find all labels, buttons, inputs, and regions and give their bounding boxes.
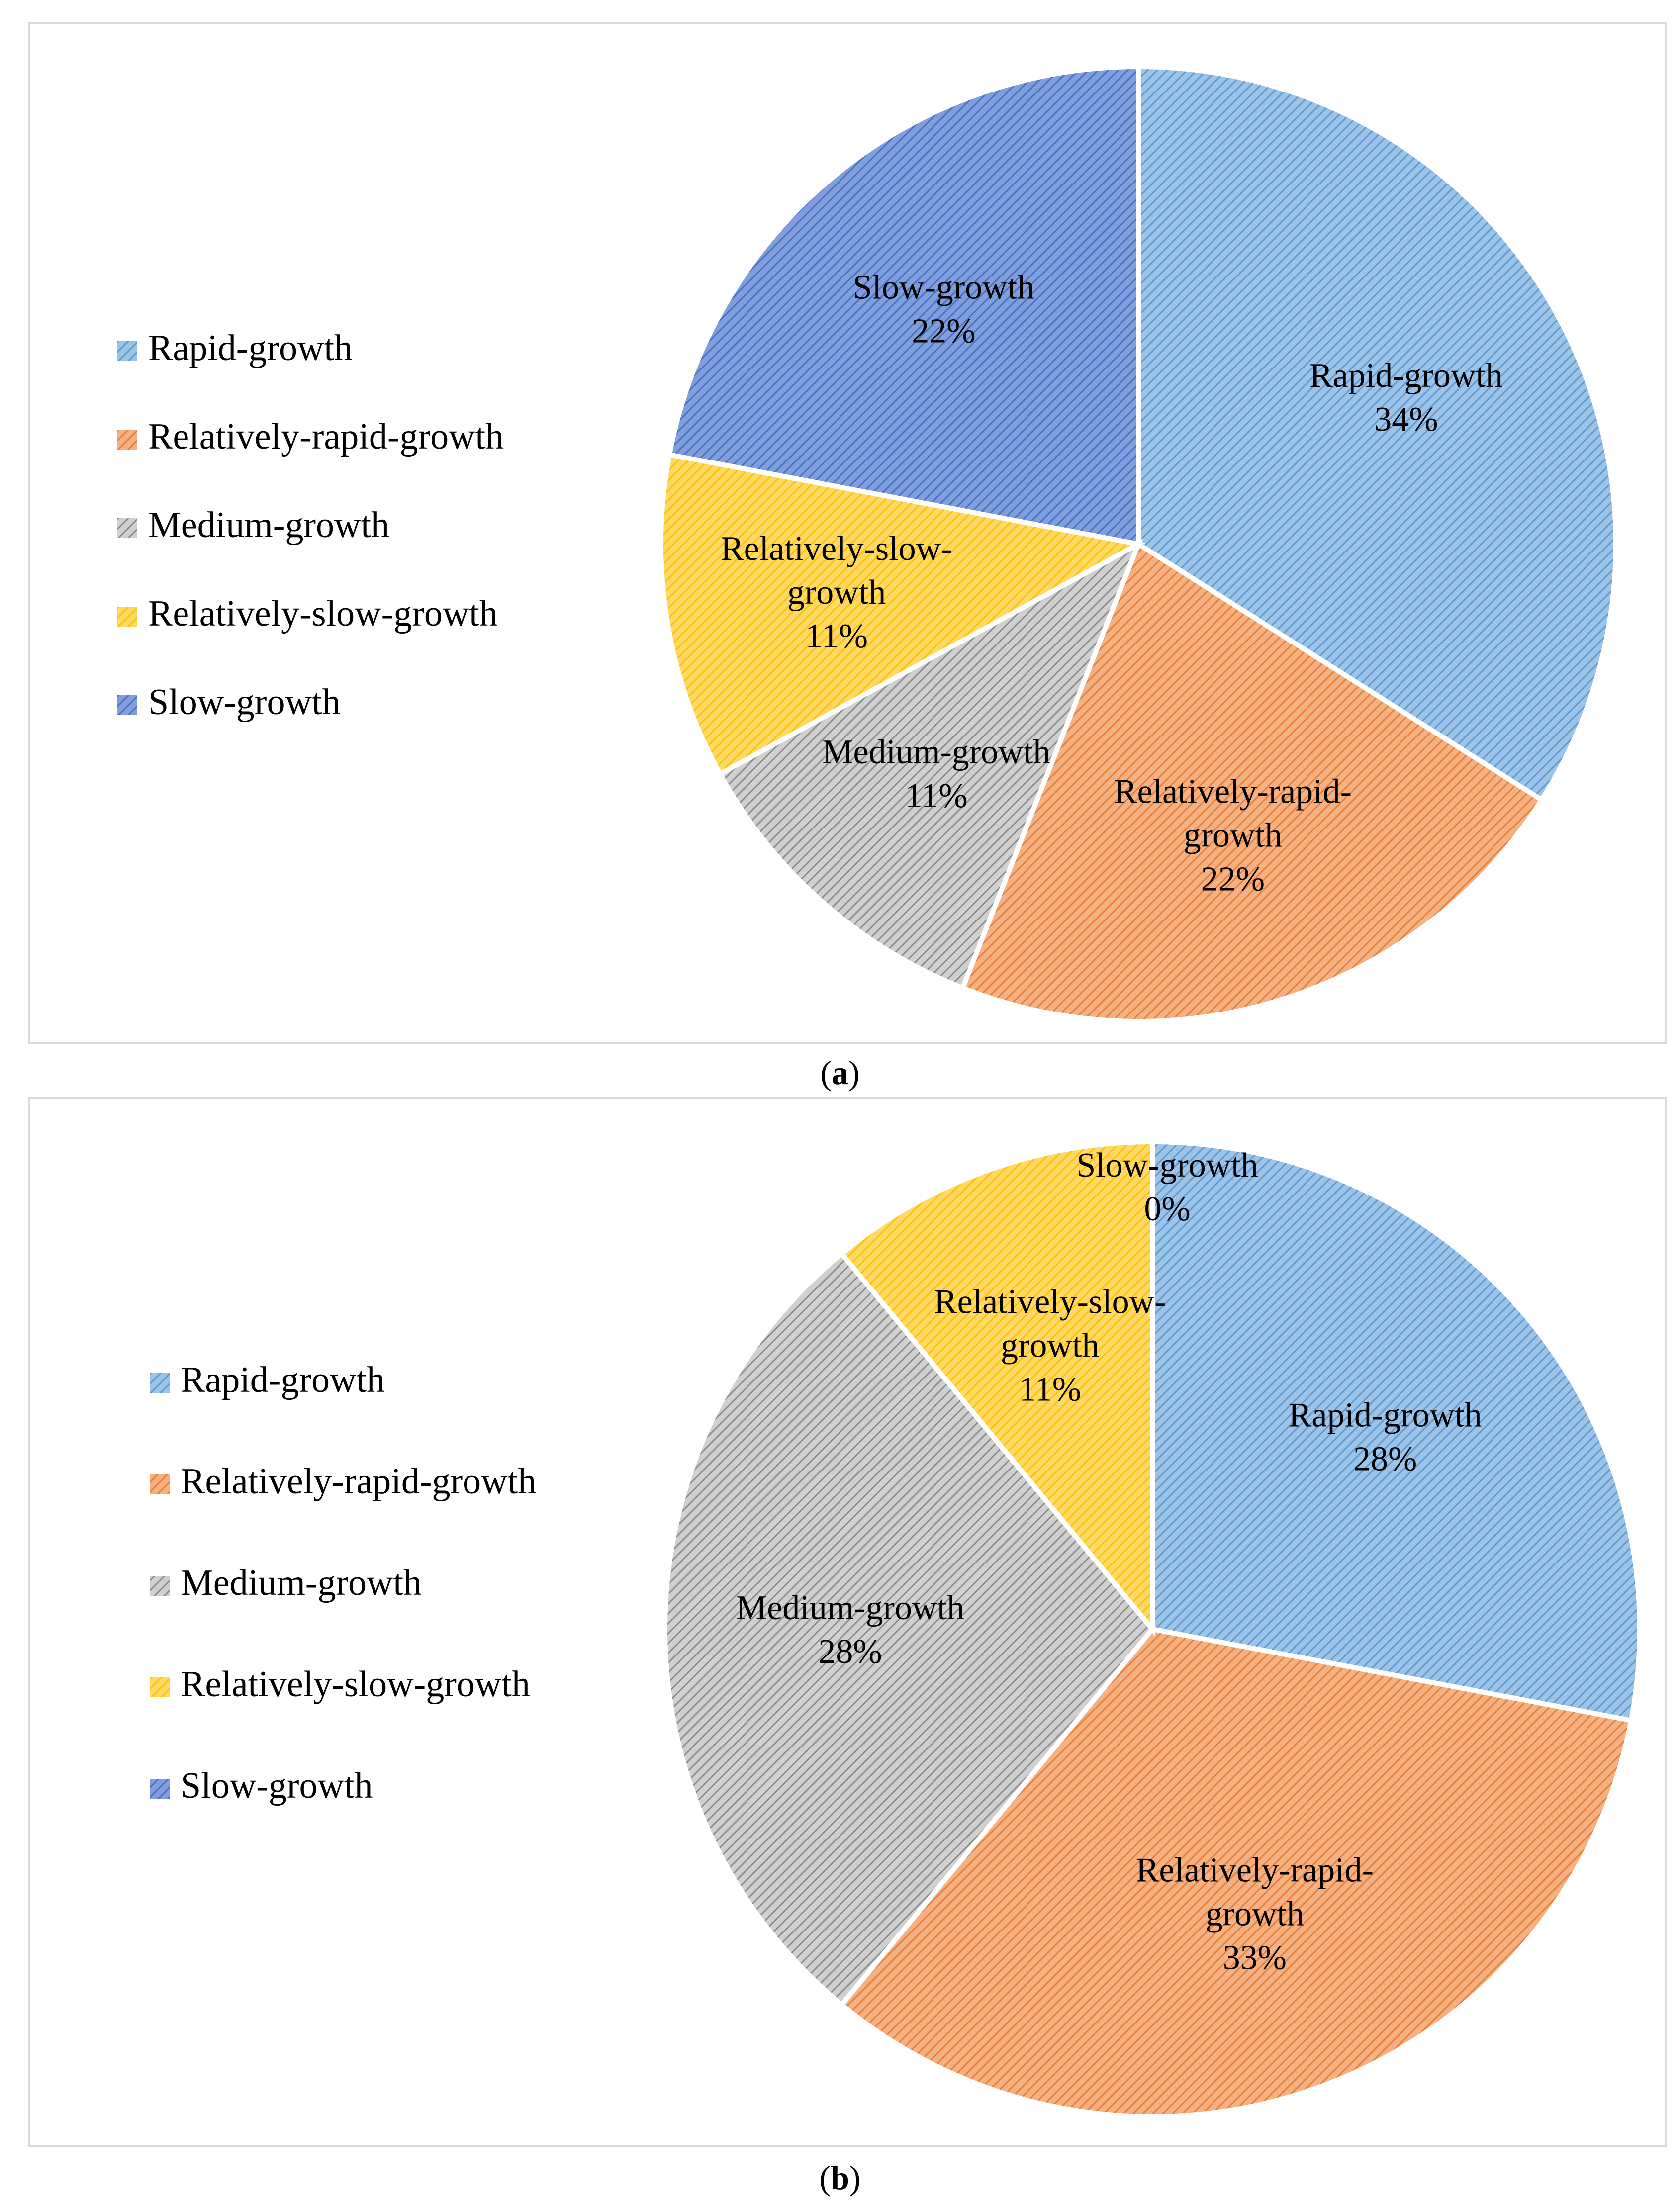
slice-label-medium-growth: Medium-growth 28% bbox=[736, 1589, 964, 1671]
legend-swatch bbox=[150, 1779, 170, 1799]
legend-label: Relatively-slow-growth bbox=[148, 593, 498, 634]
slice-label-relatively-slow-growth: Relatively-slow-growth 11% bbox=[721, 530, 953, 655]
legend-label: Medium-growth bbox=[181, 1563, 422, 1603]
legend-swatch bbox=[117, 607, 137, 627]
pie-chart-b: Rapid-growth 28% Relatively-rapid-growth 33… bbox=[150, 1139, 1642, 2119]
legend-item-medium-growth: Medium-growth bbox=[150, 1563, 422, 1603]
slice-label-rapid-growth: Rapid-growth 28% bbox=[1289, 1396, 1482, 1478]
slice-label-slow-growth: Slow-growth 22% bbox=[853, 269, 1035, 351]
legend-item-medium-growth: Medium-growth bbox=[117, 505, 389, 546]
slice-label-line: Medium-growth bbox=[736, 1589, 964, 1627]
slice-label-line: Relatively-rapid- bbox=[1114, 772, 1352, 811]
pie-slice-medium-growth bbox=[716, 538, 1143, 992]
caption-a: (a) bbox=[820, 1054, 860, 1092]
pie-slice-rapid-growth bbox=[1150, 1139, 1642, 1724]
slice-label-line: Slow-growth bbox=[853, 269, 1035, 307]
legend-item-slow-growth: Slow-growth bbox=[150, 1765, 373, 1806]
slice-label-line: 11% bbox=[905, 777, 968, 815]
slice-label-line: 22% bbox=[1201, 860, 1265, 898]
slice-label-line: 0% bbox=[1144, 1190, 1190, 1228]
slice-label-medium-growth: Medium-growth 11% bbox=[822, 733, 1050, 815]
legend-swatch bbox=[150, 1373, 170, 1393]
slice-label-line: Relatively-slow- bbox=[934, 1283, 1166, 1321]
pie-slice-relatively-rapid-growth bbox=[959, 540, 1545, 1024]
pie-slice-relatively-rapid-growth bbox=[838, 1626, 1634, 2119]
slice-label-line: growth bbox=[787, 573, 886, 612]
pie-slice-rapid-growth bbox=[1136, 64, 1618, 804]
legend-item-relatively-rapid-growth: Relatively-rapid-growth bbox=[150, 1461, 536, 1502]
slice-label-line: Medium-growth bbox=[822, 733, 1050, 771]
slice-label-line: Rapid-growth bbox=[1309, 357, 1503, 395]
legend-item-rapid-growth: Rapid-growth bbox=[117, 328, 353, 368]
legend-label: Medium-growth bbox=[148, 505, 389, 546]
pie-chart-a: Rapid-growth 34% Relatively-rapid-growth 22… bbox=[117, 64, 1618, 1024]
legend-label: Rapid-growth bbox=[148, 328, 353, 368]
legend-swatch bbox=[150, 1474, 170, 1494]
slice-label-line: growth bbox=[1001, 1326, 1099, 1365]
slice-label-line: growth bbox=[1206, 1895, 1304, 1933]
slice-label-relatively-rapid-growth: Relatively-rapid-growth 33% bbox=[1136, 1851, 1374, 1977]
legend-swatch bbox=[150, 1677, 170, 1697]
slice-label-line: 11% bbox=[805, 617, 868, 655]
legend-item-relatively-rapid-growth: Relatively-rapid-growth bbox=[117, 416, 504, 457]
slice-label-line: Slow-growth bbox=[1076, 1146, 1258, 1185]
legend-label: Rapid-growth bbox=[181, 1360, 385, 1400]
slice-label-rapid-growth: Rapid-growth 34% bbox=[1309, 357, 1503, 439]
chart-panel-b: Rapid-growth 28% Relatively-rapid-growth 33… bbox=[28, 1097, 1667, 2147]
legend-item-relatively-slow-growth: Relatively-slow-growth bbox=[150, 1664, 530, 1705]
slice-label-line: Relatively-slow- bbox=[721, 530, 953, 568]
legend-swatch bbox=[117, 341, 137, 361]
pie-slice-slow-growth bbox=[666, 64, 1141, 548]
legend-label: Relatively-slow-growth bbox=[181, 1664, 530, 1705]
legend-swatch bbox=[150, 1576, 170, 1596]
legend-swatch bbox=[117, 518, 137, 538]
slice-label-line: 34% bbox=[1374, 400, 1438, 439]
slice-label-slow-growth: Slow-growth 0% bbox=[1076, 1146, 1258, 1228]
slice-label-line: 28% bbox=[818, 1633, 882, 1671]
legend-label: Relatively-rapid-growth bbox=[181, 1461, 536, 1502]
legend-swatch bbox=[117, 430, 137, 450]
caption-a-letter: a bbox=[832, 1054, 848, 1092]
slice-label-line: 22% bbox=[912, 312, 975, 351]
legend-label: Slow-growth bbox=[181, 1765, 373, 1806]
legend-item-slow-growth: Slow-growth bbox=[117, 682, 340, 723]
legend-item-rapid-growth: Rapid-growth bbox=[150, 1360, 385, 1400]
slice-label-relatively-rapid-growth: Relatively-rapid-growth 22% bbox=[1114, 772, 1352, 898]
slice-label-line: 28% bbox=[1353, 1440, 1417, 1478]
legend-label: Slow-growth bbox=[148, 682, 340, 723]
chart-panel-a: Rapid-growth 34% Relatively-rapid-growth 22… bbox=[28, 22, 1667, 1044]
slice-label-line: 11% bbox=[1019, 1370, 1081, 1408]
legend-swatch bbox=[117, 695, 137, 715]
caption-b-letter: b bbox=[831, 2159, 849, 2197]
slice-label-relatively-slow-growth: Relatively-slow-growth 11% bbox=[934, 1283, 1166, 1408]
slice-label-line: Rapid-growth bbox=[1289, 1396, 1482, 1435]
pie-slice-relatively-slow-growth bbox=[658, 452, 1146, 778]
pie-slice-medium-growth bbox=[662, 1250, 1156, 2009]
slice-label-line: growth bbox=[1184, 816, 1282, 854]
caption-b: (b) bbox=[819, 2159, 861, 2197]
legend-item-relatively-slow-growth: Relatively-slow-growth bbox=[117, 593, 498, 634]
slice-label-line: 33% bbox=[1223, 1939, 1287, 1977]
pie-slice-relatively-slow-growth bbox=[838, 1139, 1155, 1636]
slice-label-line: Relatively-rapid- bbox=[1136, 1851, 1374, 1890]
legend-label: Relatively-rapid-growth bbox=[148, 416, 504, 457]
